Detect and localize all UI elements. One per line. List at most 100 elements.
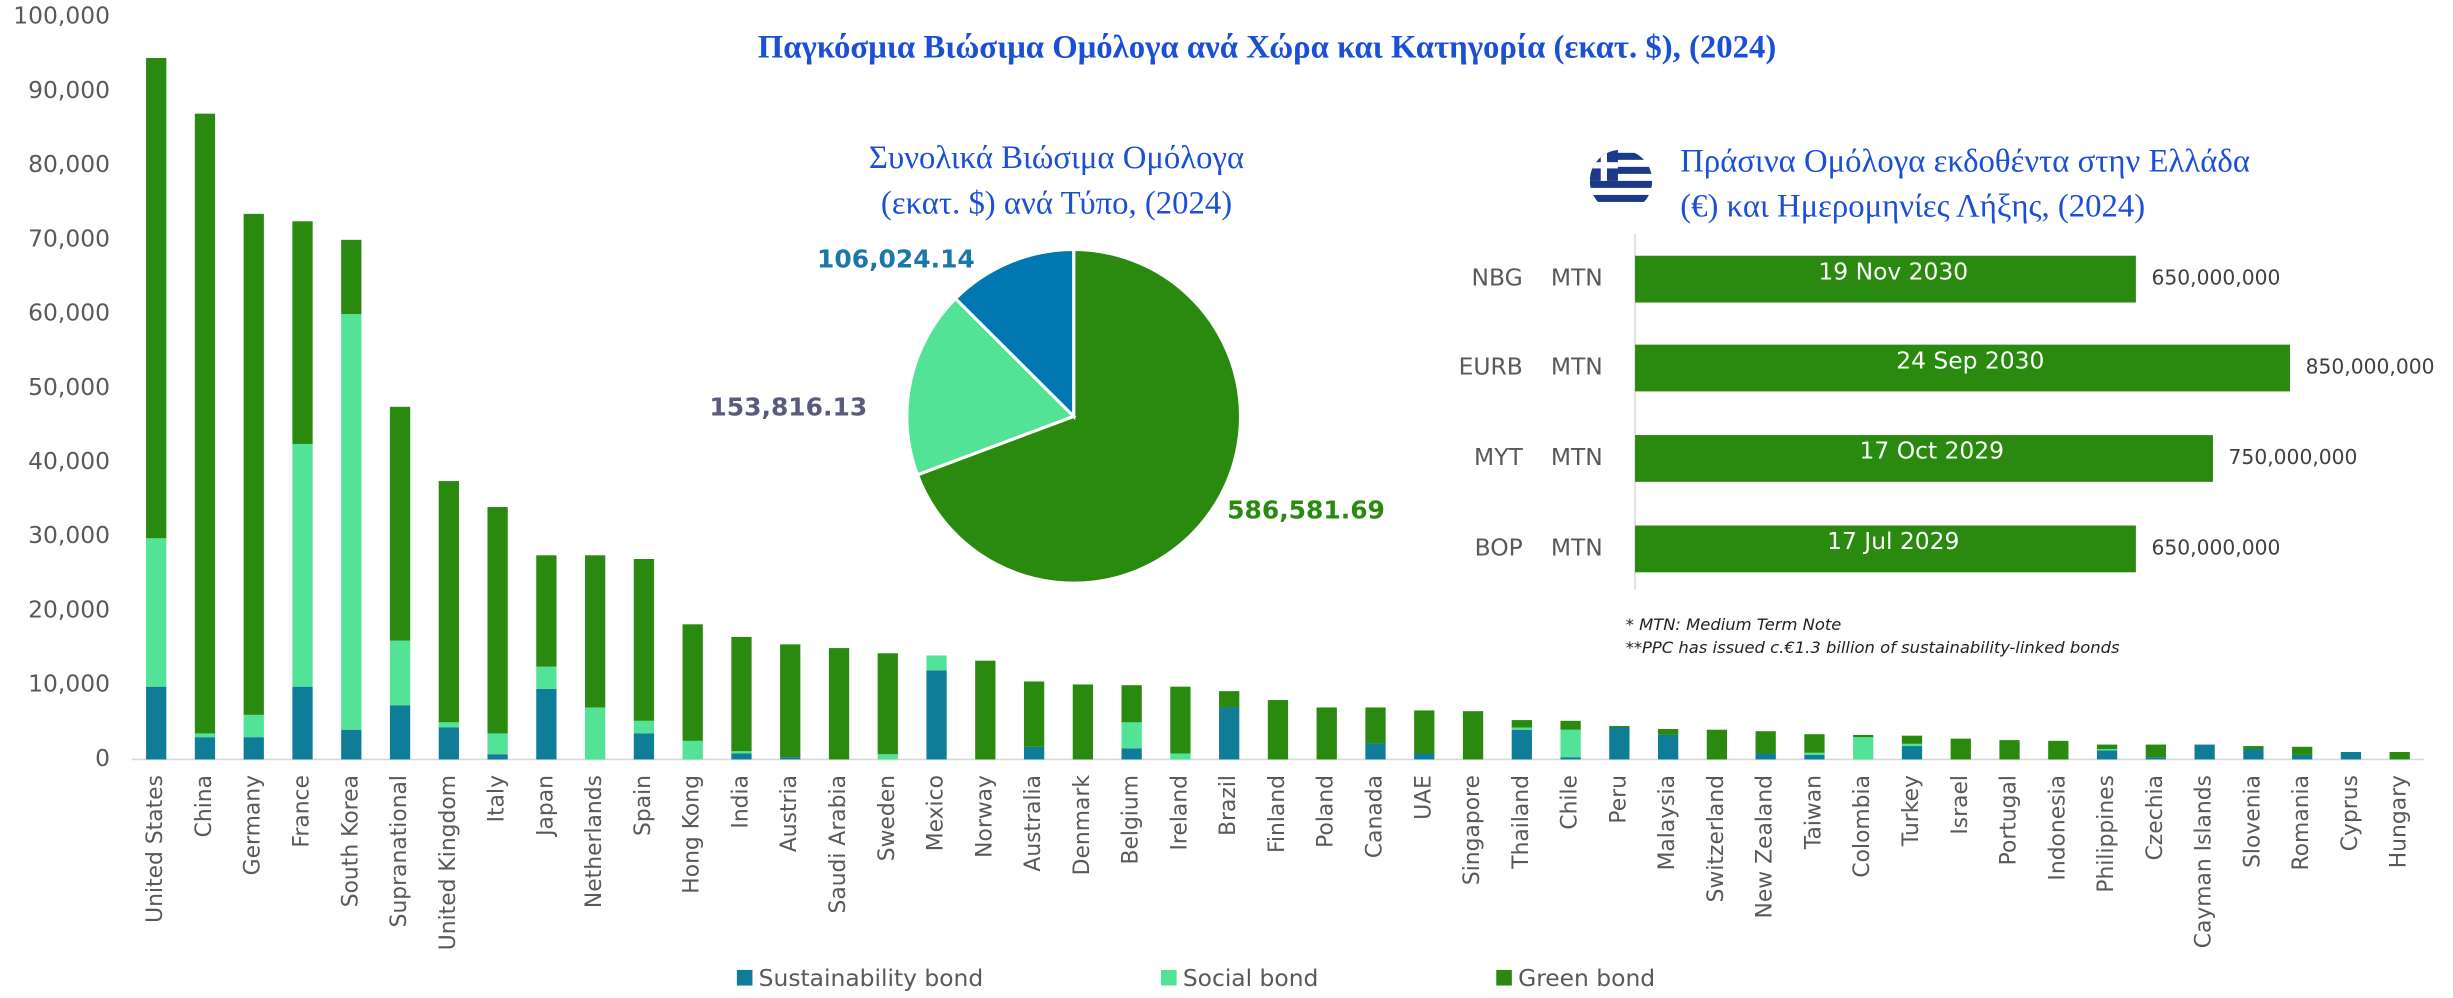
bar-segment	[1414, 753, 1435, 760]
x-tick-label: Czechia	[2143, 775, 2168, 860]
y-tick-label: 70,000	[28, 224, 110, 252]
bar-segment	[1219, 707, 1240, 760]
x-tick-label: Slovenia	[2240, 775, 2265, 868]
legend-label: Social bond	[1183, 964, 1319, 992]
bar-segment	[536, 666, 557, 689]
x-tick-label: Hungary	[2387, 775, 2412, 868]
type-label: MTN	[1551, 443, 1603, 471]
value-label: 750,000,000	[2229, 445, 2358, 469]
bar-segment	[1804, 752, 1825, 755]
bar-segment	[1072, 684, 1094, 760]
x-tick-label: Turkey	[1899, 775, 1924, 847]
bar-segment	[975, 660, 996, 760]
x-tick-label: Canada	[1363, 775, 1388, 858]
bar-segment	[2340, 751, 2362, 760]
bar-segment	[2194, 744, 2215, 760]
pie-slice	[953, 247, 1076, 421]
hbar	[1635, 435, 2213, 482]
bar-segment	[1901, 735, 1923, 744]
bar-segment	[1121, 722, 1142, 749]
bar-segment	[926, 670, 947, 760]
bar-segment	[194, 733, 216, 738]
category-label: MYT	[1474, 443, 1523, 471]
bar-segment	[1219, 691, 1240, 708]
bar-segment	[292, 686, 313, 760]
x-tick-label: Mexico	[924, 775, 949, 851]
bar-segment	[1511, 720, 1532, 728]
hbar	[1635, 525, 2136, 573]
x-tick-label: Ireland	[1167, 775, 1192, 850]
bar-segment	[731, 751, 752, 754]
hbar	[1635, 344, 2290, 392]
bar-segment	[731, 636, 752, 752]
bar-segment	[1853, 737, 1874, 760]
x-tick-label: China	[192, 775, 217, 837]
x-tick-label: New Zealand	[1753, 775, 1778, 918]
y-tick-label: 10,000	[28, 670, 110, 698]
pie-title: Συνολικά Βιώσιμα Ομόλογα	[869, 140, 1244, 176]
bar-segment	[1999, 740, 2020, 760]
type-label: MTN	[1551, 533, 1603, 561]
x-tick-label: Austria	[777, 775, 802, 852]
bar-segment	[1901, 743, 1923, 747]
x-tick-label: United Kingdom	[436, 775, 461, 950]
date-label: 17 Oct 2029	[1860, 437, 2005, 465]
y-tick-label: 90,000	[28, 76, 110, 104]
bar-segment	[1706, 729, 1728, 760]
bar-segment	[1365, 743, 1386, 760]
y-tick-label: 40,000	[28, 447, 110, 475]
date-label: 19 Nov 2030	[1818, 257, 1968, 285]
bar-segment	[1462, 711, 1484, 760]
bar-segment	[438, 722, 459, 728]
date-label: 24 Sep 2030	[1896, 346, 2044, 374]
bar-segment	[1170, 686, 1191, 754]
hbar-title: (€) και Ημερομηνίες Λήξης, (2024)	[1680, 188, 2145, 224]
x-tick-label: Netherlands	[582, 775, 607, 908]
x-tick-label: Switzerland	[1704, 775, 1729, 902]
footnote: **PPC has issued c.€1.3 billion of susta…	[1626, 638, 2120, 657]
x-tick-label: Germany	[241, 775, 266, 875]
bar-segment	[146, 57, 167, 539]
bar-segment	[341, 729, 362, 760]
bar-segment	[1267, 700, 1289, 760]
bar-segment	[1560, 720, 1581, 730]
bar-segment	[438, 481, 459, 723]
x-tick-label: France	[290, 775, 315, 848]
x-tick-label: Hong Kong	[680, 775, 705, 894]
bar-segment	[146, 538, 167, 687]
bar-segment	[1511, 729, 1532, 760]
bar-segment	[341, 314, 362, 730]
bar-segment	[877, 754, 898, 760]
value-label: 850,000,000	[2306, 355, 2435, 379]
category-label: EURB	[1459, 353, 1523, 381]
bar-segment	[2292, 746, 2313, 755]
bar-segment	[633, 720, 655, 734]
bar-segment	[2389, 751, 2410, 760]
bar-segment	[1316, 707, 1337, 760]
category-label: NBG	[1472, 264, 1523, 292]
x-tick-label: Cyprus	[2338, 775, 2363, 851]
bar-segment	[292, 221, 313, 444]
bar-segment	[194, 113, 216, 734]
x-tick-label: Romania	[2289, 775, 2314, 870]
bar-segment	[341, 239, 362, 315]
date-label: 17 Jul 2029	[1827, 527, 1959, 555]
bar-segment	[2145, 744, 2166, 758]
greek-flag	[1589, 149, 1653, 213]
bar-segment	[633, 733, 655, 760]
bar-segment	[633, 559, 655, 721]
bar-segment	[1560, 729, 1581, 758]
y-tick-label: 80,000	[28, 150, 110, 178]
bar-segment	[2096, 750, 2118, 760]
bar-segment	[243, 737, 264, 760]
bar-segment	[2292, 754, 2313, 760]
bar-segment	[1511, 727, 1532, 730]
bar-segment	[877, 653, 898, 755]
bar-segment	[682, 624, 703, 741]
legend-swatch	[1161, 969, 1177, 986]
bar-segment	[682, 740, 703, 760]
bar-segment	[1365, 707, 1386, 744]
value-label: 650,000,000	[2151, 266, 2280, 290]
x-tick-label: Colombia	[1850, 775, 1875, 878]
